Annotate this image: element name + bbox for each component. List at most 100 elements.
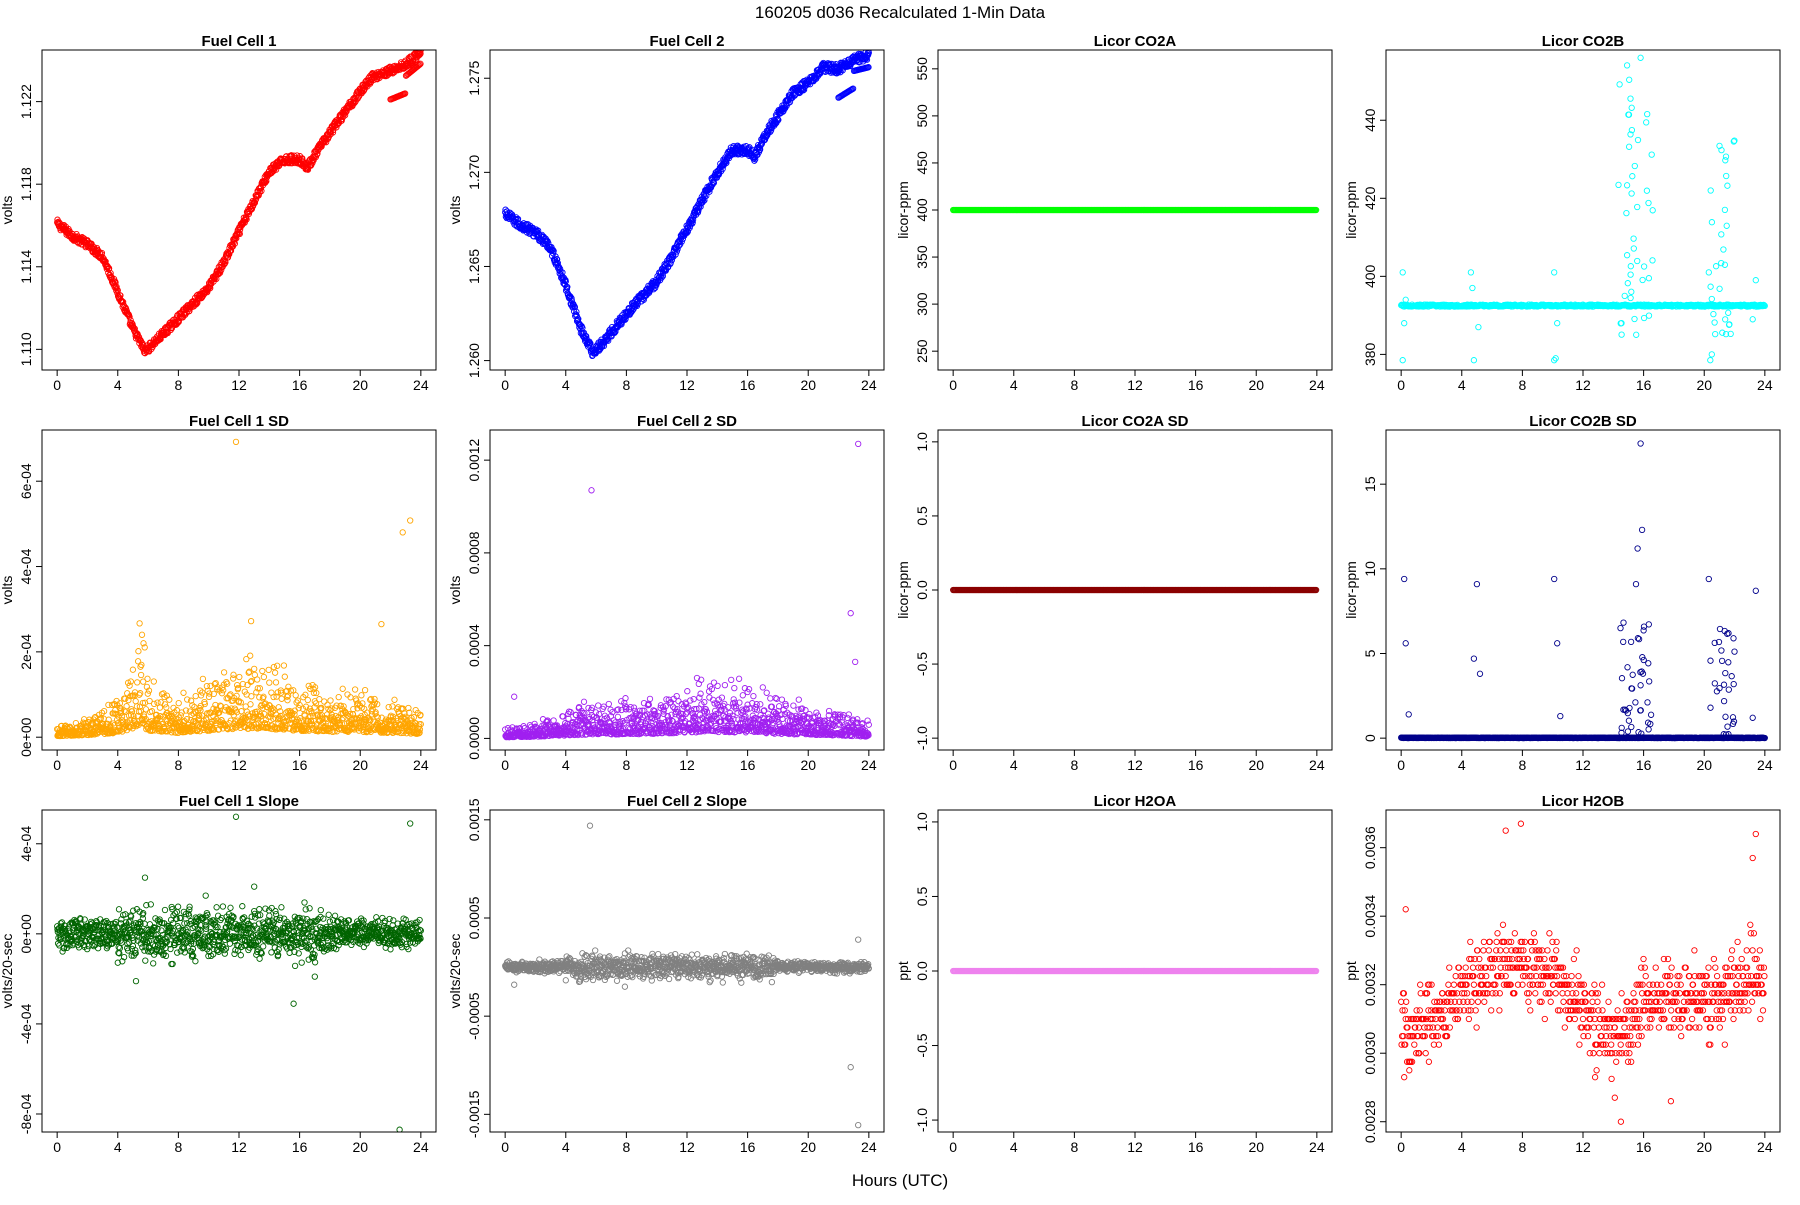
outlier-point — [400, 530, 405, 535]
data-point — [1646, 200, 1651, 205]
data-point — [248, 653, 253, 658]
x-tick-label: 4 — [1010, 377, 1018, 393]
data-point — [581, 699, 586, 704]
y-tick-label: 440 — [1362, 108, 1378, 132]
x-tick-label: 4 — [562, 377, 570, 393]
x-tick-label: 24 — [413, 377, 429, 393]
outlier-point — [1552, 270, 1557, 275]
data-point — [1635, 137, 1640, 142]
data-point — [193, 693, 198, 698]
outlier-point — [1402, 321, 1407, 326]
data-point — [281, 663, 286, 668]
data-point — [181, 690, 186, 695]
data-point — [138, 672, 143, 677]
data-point — [1708, 284, 1713, 289]
y-tick-label: 1.114 — [18, 250, 34, 284]
panel-title: Fuel Cell 1 — [201, 33, 276, 50]
x-tick-label: 8 — [622, 757, 630, 773]
data-points — [55, 47, 424, 356]
x-tick-label: 0 — [949, 377, 957, 393]
data-point — [139, 662, 144, 667]
y-tick-label: 0e+00 — [18, 717, 34, 757]
data-point — [1624, 210, 1629, 215]
data-point — [1724, 223, 1729, 228]
data-point — [151, 679, 156, 684]
data-point — [1635, 258, 1640, 263]
data-point — [1628, 295, 1633, 300]
x-tick-label: 16 — [292, 377, 308, 393]
data-point — [133, 699, 138, 704]
y-tick-label: 1.260 — [466, 343, 482, 378]
x-tick-label: 0 — [53, 377, 61, 393]
y-tick-label: 400 — [914, 198, 930, 222]
outlier-point — [1476, 324, 1481, 329]
outlier-point — [1638, 55, 1643, 60]
y-tick-label: 400 — [1362, 264, 1378, 288]
x-tick-label: 24 — [861, 377, 877, 393]
x-tick-label: 16 — [1188, 377, 1204, 393]
x-tick-label: 16 — [1636, 377, 1652, 393]
outlier-point — [1400, 358, 1405, 363]
data-point — [279, 696, 284, 701]
x-tick-label: 0 — [501, 757, 509, 773]
data-point — [322, 699, 327, 704]
data-point — [1711, 311, 1716, 316]
data-point — [167, 697, 172, 702]
y-tick-label: 0.0000 — [466, 717, 482, 760]
data-point — [1631, 246, 1636, 251]
data-point — [551, 718, 556, 723]
y-tick-label: 0.0004 — [466, 624, 482, 667]
y-tick-label: 1.118 — [18, 167, 34, 201]
panel-title: Fuel Cell 1 SD — [189, 413, 289, 430]
x-tick-label: 12 — [231, 757, 247, 773]
outlier-point — [379, 621, 384, 626]
y-tick-label: 300 — [914, 292, 930, 316]
outlier-point — [233, 439, 238, 444]
outlier-point — [1400, 270, 1405, 275]
x-tick-label: 8 — [174, 377, 182, 393]
data-point — [1635, 204, 1640, 209]
data-point — [272, 670, 277, 675]
data-points — [55, 439, 424, 739]
data-point — [1713, 264, 1718, 269]
data-point — [1708, 188, 1713, 193]
x-tick-label: 24 — [861, 757, 877, 773]
x-tick-label: 12 — [679, 377, 695, 393]
y-axis-label: volts — [447, 196, 463, 225]
data-point — [1712, 320, 1717, 325]
data-point — [340, 686, 345, 691]
data-point — [1628, 96, 1633, 101]
y-tick-label: 250 — [914, 339, 930, 363]
x-tick-label: 0 — [53, 757, 61, 773]
data-point — [135, 659, 140, 664]
x-tick-label: 20 — [1696, 377, 1712, 393]
data-point — [1645, 111, 1650, 116]
data-points — [503, 48, 872, 358]
data-point — [1725, 183, 1730, 188]
outlier-point — [248, 618, 253, 623]
data-point — [275, 663, 280, 668]
x-tick-label: 12 — [231, 377, 247, 393]
y-axis-label: licor-ppm — [1343, 181, 1359, 239]
x-tick-label: 12 — [1575, 377, 1591, 393]
plot-frame — [42, 50, 436, 370]
y-tick-label: 550 — [914, 57, 930, 81]
data-point — [1631, 236, 1636, 241]
outlier-point — [1750, 317, 1755, 322]
data-point — [1624, 63, 1629, 68]
outlier-point — [139, 632, 144, 637]
data-point — [1719, 232, 1724, 237]
y-tick-label: 2e-04 — [18, 634, 34, 670]
x-tick-label: 20 — [352, 377, 368, 393]
x-tick-label: 20 — [1248, 377, 1264, 393]
data-point — [1629, 105, 1634, 110]
plot-frame — [42, 430, 436, 750]
x-tick-label: 4 — [1458, 377, 1466, 393]
y-axis-label: volts — [0, 196, 15, 225]
data-point — [273, 680, 278, 685]
